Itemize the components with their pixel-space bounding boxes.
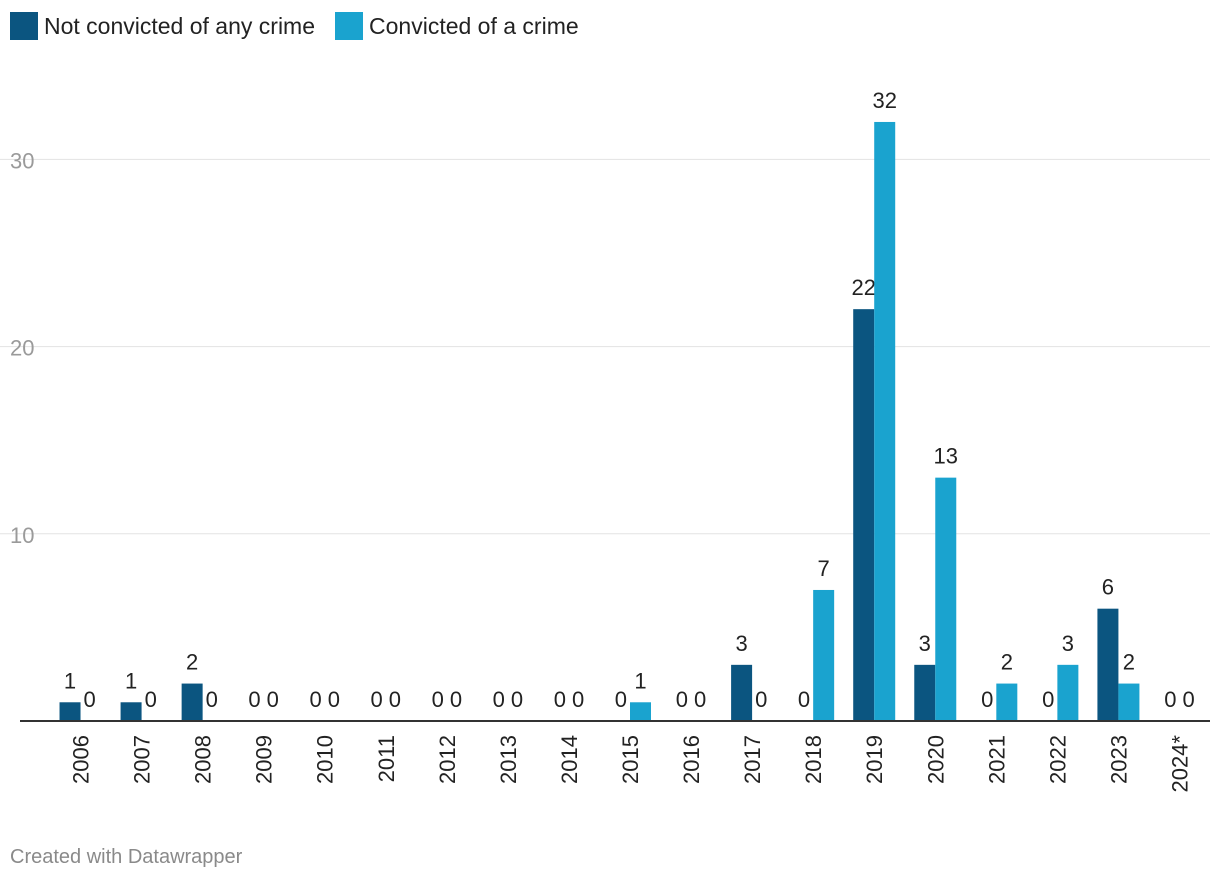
- x-tick-label-2008: 2008: [191, 735, 216, 784]
- legend-item-convicted: Convicted of a crime: [335, 12, 579, 40]
- data-label-convicted-2008: 0: [206, 687, 218, 712]
- bar-convicted-2015: [630, 702, 651, 721]
- data-label-not-convicted-2010: 0: [309, 687, 321, 712]
- bar-not-convicted-2020: [914, 664, 936, 721]
- data-label-not-convicted-2012: 0: [432, 687, 444, 712]
- data-label-convicted-2015: 1: [634, 668, 646, 693]
- bar-not-convicted-2007: [120, 702, 142, 721]
- legend-swatch-not-convicted: [10, 12, 38, 40]
- data-label-not-convicted-2007: 1: [125, 668, 137, 693]
- data-label-not-convicted-2018: 0: [798, 687, 810, 712]
- x-tick-label-2015: 2015: [618, 735, 643, 784]
- bar-convicted-2023: [1118, 683, 1140, 721]
- bar-convicted-2022: [1057, 664, 1079, 721]
- data-label-not-convicted-2016: 0: [676, 687, 688, 712]
- bar-not-convicted-2008: [181, 683, 203, 721]
- data-label-convicted-2007: 0: [145, 687, 157, 712]
- data-label-not-convicted-2022: 0: [1042, 687, 1054, 712]
- legend: Not convicted of any crime Convicted of …: [10, 12, 599, 40]
- data-label-convicted-2021: 2: [1001, 650, 1013, 675]
- data-label-not-convicted-2011: 0: [371, 687, 383, 712]
- data-label-not-convicted-2017: 3: [735, 631, 747, 656]
- data-label-not-convicted-2024*: 0: [1164, 687, 1176, 712]
- footer-credit: Created with Datawrapper: [10, 846, 243, 868]
- x-tick-label-2019: 2019: [862, 735, 887, 784]
- data-label-convicted-2010: 0: [328, 687, 340, 712]
- data-label-not-convicted-2023: 6: [1102, 575, 1114, 600]
- x-tick-label-2014: 2014: [557, 735, 582, 784]
- x-tick-label-2017: 2017: [740, 735, 765, 784]
- x-tick-label-2020: 2020: [923, 735, 948, 784]
- x-tick-label-2007: 2007: [130, 735, 155, 784]
- x-tick-label-2013: 2013: [496, 735, 521, 784]
- data-label-convicted-2006: 0: [84, 687, 96, 712]
- bar-not-convicted-2006: [59, 702, 81, 721]
- data-label-convicted-2013: 0: [511, 687, 523, 712]
- data-label-not-convicted-2019: 22: [851, 275, 875, 300]
- data-label-not-convicted-2015: 0: [615, 687, 627, 712]
- data-label-convicted-2009: 0: [267, 687, 279, 712]
- x-tick-label-2016: 2016: [679, 735, 704, 784]
- x-tick-label-2012: 2012: [435, 735, 460, 784]
- bar-convicted-2018: [813, 589, 835, 721]
- data-label-convicted-2011: 0: [389, 687, 401, 712]
- bar-not-convicted-2019: [853, 309, 875, 721]
- legend-label-not-convicted: Not convicted of any crime: [44, 12, 316, 39]
- x-tick-label-2024*: 2024*: [1167, 735, 1192, 793]
- x-tick-label-2006: 2006: [69, 735, 94, 784]
- x-tick-label-2021: 2021: [984, 735, 1009, 784]
- bar-convicted-2020: [935, 477, 957, 721]
- data-label-convicted-2023: 2: [1123, 650, 1135, 675]
- bar-convicted-2019: [874, 121, 896, 721]
- bar-not-convicted-2017: [731, 664, 753, 721]
- data-label-not-convicted-2009: 0: [248, 687, 260, 712]
- y-tick-label-10: 10: [10, 523, 34, 548]
- legend-item-not-convicted: Not convicted of any crime: [10, 12, 315, 40]
- data-label-convicted-2016: 0: [694, 687, 706, 712]
- bar-not-convicted-2023: [1097, 608, 1119, 721]
- y-tick-label-20: 20: [10, 336, 34, 361]
- data-label-convicted-2018: 7: [818, 556, 830, 581]
- data-label-not-convicted-2008: 2: [186, 650, 198, 675]
- data-label-not-convicted-2020: 3: [919, 631, 931, 656]
- data-label-convicted-2012: 0: [450, 687, 462, 712]
- data-label-convicted-2017: 0: [755, 687, 767, 712]
- data-label-convicted-2024*: 0: [1182, 687, 1194, 712]
- x-tick-label-2009: 2009: [252, 735, 277, 784]
- data-label-convicted-2020: 13: [934, 444, 958, 469]
- bar-convicted-2021: [996, 683, 1018, 721]
- x-tick-label-2023: 2023: [1106, 735, 1131, 784]
- x-tick-label-2010: 2010: [313, 735, 338, 784]
- x-tick-label-2018: 2018: [801, 735, 826, 784]
- data-label-not-convicted-2006: 1: [64, 668, 76, 693]
- data-label-convicted-2022: 3: [1062, 631, 1074, 656]
- data-label-not-convicted-2013: 0: [493, 687, 505, 712]
- x-tick-label-2022: 2022: [1045, 735, 1070, 784]
- x-tick-label-2011: 2011: [374, 735, 399, 782]
- data-label-not-convicted-2014: 0: [554, 687, 566, 712]
- legend-swatch-convicted: [335, 12, 364, 40]
- legend-label-convicted: Convicted of a crime: [369, 12, 579, 39]
- y-tick-label-30: 30: [10, 148, 34, 173]
- data-label-not-convicted-2021: 0: [981, 687, 993, 712]
- data-label-convicted-2019: 32: [872, 88, 896, 113]
- data-label-convicted-2014: 0: [572, 687, 584, 712]
